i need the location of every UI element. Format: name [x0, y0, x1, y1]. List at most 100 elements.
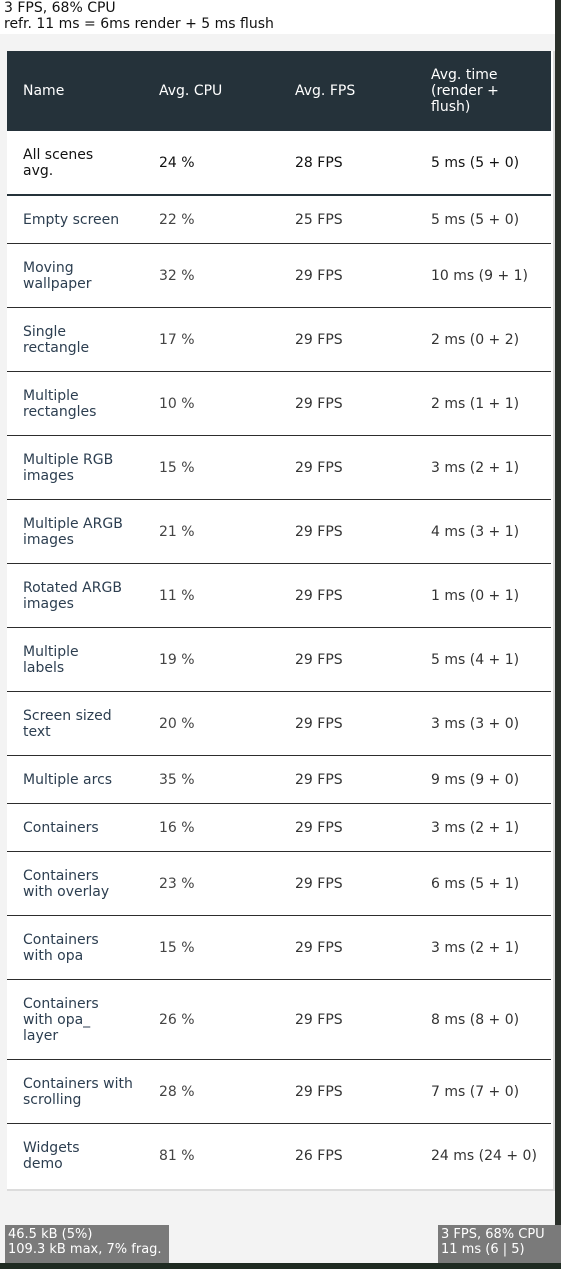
- row-cpu: 21 %: [143, 499, 279, 564]
- row-time: 5 ms (4 + 1): [415, 627, 551, 692]
- row-cpu: 17 %: [143, 307, 279, 372]
- table-row: Empty screen 22 % 25 FPS 5 ms (5 + 0): [7, 195, 551, 244]
- row-name: Moving wallpaper: [7, 243, 143, 308]
- row-time: 3 ms (2 + 1): [415, 803, 551, 852]
- summary-name: All scenes avg.: [7, 131, 143, 196]
- row-fps: 29 FPS: [279, 979, 415, 1060]
- row-cpu: 32 %: [143, 243, 279, 308]
- row-name: Screen sized text: [7, 691, 143, 756]
- perf-fps-cpu-text: 3 FPS, 68% CPU: [441, 1227, 545, 1242]
- results-table-panel[interactable]: Name Avg. CPU Avg. FPS Avg. time (render…: [7, 51, 555, 1191]
- row-name: Multiple labels: [7, 627, 143, 692]
- row-name: Multiple rectangles: [7, 371, 143, 436]
- row-fps: 29 FPS: [279, 307, 415, 372]
- row-time: 6 ms (5 + 1): [415, 851, 551, 916]
- perf-time-text: 11 ms (6 | 5): [441, 1242, 525, 1257]
- row-name: Empty screen: [7, 195, 143, 244]
- row-cpu: 81 %: [159, 1147, 195, 1164]
- row-cpu: 23 %: [143, 851, 279, 916]
- table-row: Containers 16 % 29 FPS 3 ms (2 + 1): [7, 803, 551, 852]
- benchmark-screen: Name Avg. CPU Avg. FPS Avg. time (render…: [0, 34, 555, 1263]
- table-row: Widgets demo 81 % 26 FPS 24 ms (24 + 0): [7, 1124, 551, 1188]
- performance-monitor: 3 FPS, 68% CPU 11 ms (6 | 5): [438, 1225, 561, 1265]
- row-name: Containers with opa_ layer: [7, 979, 143, 1060]
- row-time: 24 ms (24 + 0): [431, 1147, 537, 1164]
- table-row: Containers with scrolling 28 % 29 FPS 7 …: [7, 1059, 551, 1124]
- row-cpu: 15 %: [143, 915, 279, 980]
- refresh-time-text: refr. 11 ms = 6ms render + 5 ms flush: [4, 16, 274, 32]
- table-header-row: Name Avg. CPU Avg. FPS Avg. time (render…: [7, 51, 551, 131]
- row-name: Multiple ARGB images: [7, 499, 143, 564]
- memory-max-text: 109.3 kB max, 7% frag.: [8, 1242, 162, 1257]
- row-fps: 29 FPS: [279, 371, 415, 436]
- table-row: Multiple RGB images 15 % 29 FPS 3 ms (2 …: [7, 435, 551, 500]
- row-cpu: 16 %: [143, 803, 279, 852]
- row-time: 7 ms (7 + 0): [415, 1059, 551, 1124]
- row-cpu: 28 %: [143, 1059, 279, 1124]
- header-name: Name: [7, 51, 143, 131]
- table-row: Multiple ARGB images 21 % 29 FPS 4 ms (3…: [7, 499, 551, 564]
- row-time: 8 ms (8 + 0): [415, 979, 551, 1060]
- row-fps: 29 FPS: [279, 243, 415, 308]
- bottom-edge-strip: [0, 1263, 561, 1269]
- row-fps: 29 FPS: [279, 915, 415, 980]
- row-name: Single rectangle: [7, 307, 143, 372]
- fps-cpu-text: 3 FPS, 68% CPU: [4, 0, 116, 16]
- summary-cpu: 24 %: [143, 131, 279, 196]
- header-fps: Avg. FPS: [279, 51, 415, 131]
- row-time: 2 ms (1 + 1): [415, 371, 551, 436]
- table-row: Multiple labels 19 % 29 FPS 5 ms (4 + 1): [7, 627, 551, 692]
- row-fps: 25 FPS: [279, 195, 415, 244]
- row-fps: 29 FPS: [279, 499, 415, 564]
- table-row: Single rectangle 17 % 29 FPS 2 ms (0 + 2…: [7, 307, 551, 372]
- table-row: Rotated ARGB images 11 % 29 FPS 1 ms (0 …: [7, 563, 551, 628]
- row-time: 1 ms (0 + 1): [415, 563, 551, 628]
- row-fps: 29 FPS: [279, 435, 415, 500]
- row-time: 10 ms (9 + 1): [415, 243, 551, 308]
- row-time: 3 ms (2 + 1): [415, 915, 551, 980]
- row-name: Widgets demo: [23, 1139, 80, 1172]
- row-cpu: 26 %: [143, 979, 279, 1060]
- table-row: Containers with overlay 23 % 29 FPS 6 ms…: [7, 851, 551, 916]
- header-time: Avg. time (render + flush): [415, 51, 551, 131]
- row-time: 5 ms (5 + 0): [415, 195, 551, 244]
- row-name: Containers: [7, 803, 143, 852]
- summary-time: 5 ms (5 + 0): [415, 131, 551, 196]
- memory-monitor: 46.5 kB (5%) 109.3 kB max, 7% frag.: [5, 1225, 169, 1265]
- row-fps: 29 FPS: [279, 755, 415, 804]
- table-row: Containers with opa_ layer 26 % 29 FPS 8…: [7, 979, 551, 1060]
- table-row: Multiple rectangles 10 % 29 FPS 2 ms (1 …: [7, 371, 551, 436]
- row-time: 4 ms (3 + 1): [415, 499, 551, 564]
- row-cpu: 20 %: [143, 691, 279, 756]
- row-name: Containers with overlay: [7, 851, 143, 916]
- memory-usage-text: 46.5 kB (5%): [8, 1227, 93, 1242]
- table-row: Screen sized text 20 % 29 FPS 3 ms (3 + …: [7, 691, 551, 756]
- row-fps: 29 FPS: [279, 803, 415, 852]
- table-row: Moving wallpaper 32 % 29 FPS 10 ms (9 + …: [7, 243, 551, 308]
- table-row: Multiple arcs 35 % 29 FPS 9 ms (9 + 0): [7, 755, 551, 804]
- row-fps: 29 FPS: [279, 691, 415, 756]
- row-cpu: 22 %: [143, 195, 279, 244]
- row-cpu: 35 %: [143, 755, 279, 804]
- row-time: 2 ms (0 + 2): [415, 307, 551, 372]
- row-fps: 29 FPS: [279, 1059, 415, 1124]
- row-fps: 29 FPS: [279, 563, 415, 628]
- row-fps: 29 FPS: [279, 627, 415, 692]
- top-status-overlay: 3 FPS, 68% CPU refr. 11 ms = 6ms render …: [0, 0, 555, 34]
- summary-fps: 28 FPS: [279, 131, 415, 196]
- row-name: Containers with scrolling: [7, 1059, 143, 1124]
- row-cpu: 10 %: [143, 371, 279, 436]
- right-edge-strip: [555, 0, 561, 1263]
- row-name: Containers with opa: [7, 915, 143, 980]
- row-name: Multiple RGB images: [7, 435, 143, 500]
- row-time: 9 ms (9 + 0): [415, 755, 551, 804]
- row-cpu: 19 %: [143, 627, 279, 692]
- row-time: 3 ms (2 + 1): [415, 435, 551, 500]
- results-table: Name Avg. CPU Avg. FPS Avg. time (render…: [7, 51, 551, 1187]
- row-name: Multiple arcs: [7, 755, 143, 804]
- row-cpu: 15 %: [143, 435, 279, 500]
- row-fps: 26 FPS: [295, 1147, 343, 1164]
- row-time: 3 ms (3 + 0): [415, 691, 551, 756]
- summary-row: All scenes avg. 24 % 28 FPS 5 ms (5 + 0): [7, 131, 551, 196]
- row-name: Rotated ARGB images: [7, 563, 143, 628]
